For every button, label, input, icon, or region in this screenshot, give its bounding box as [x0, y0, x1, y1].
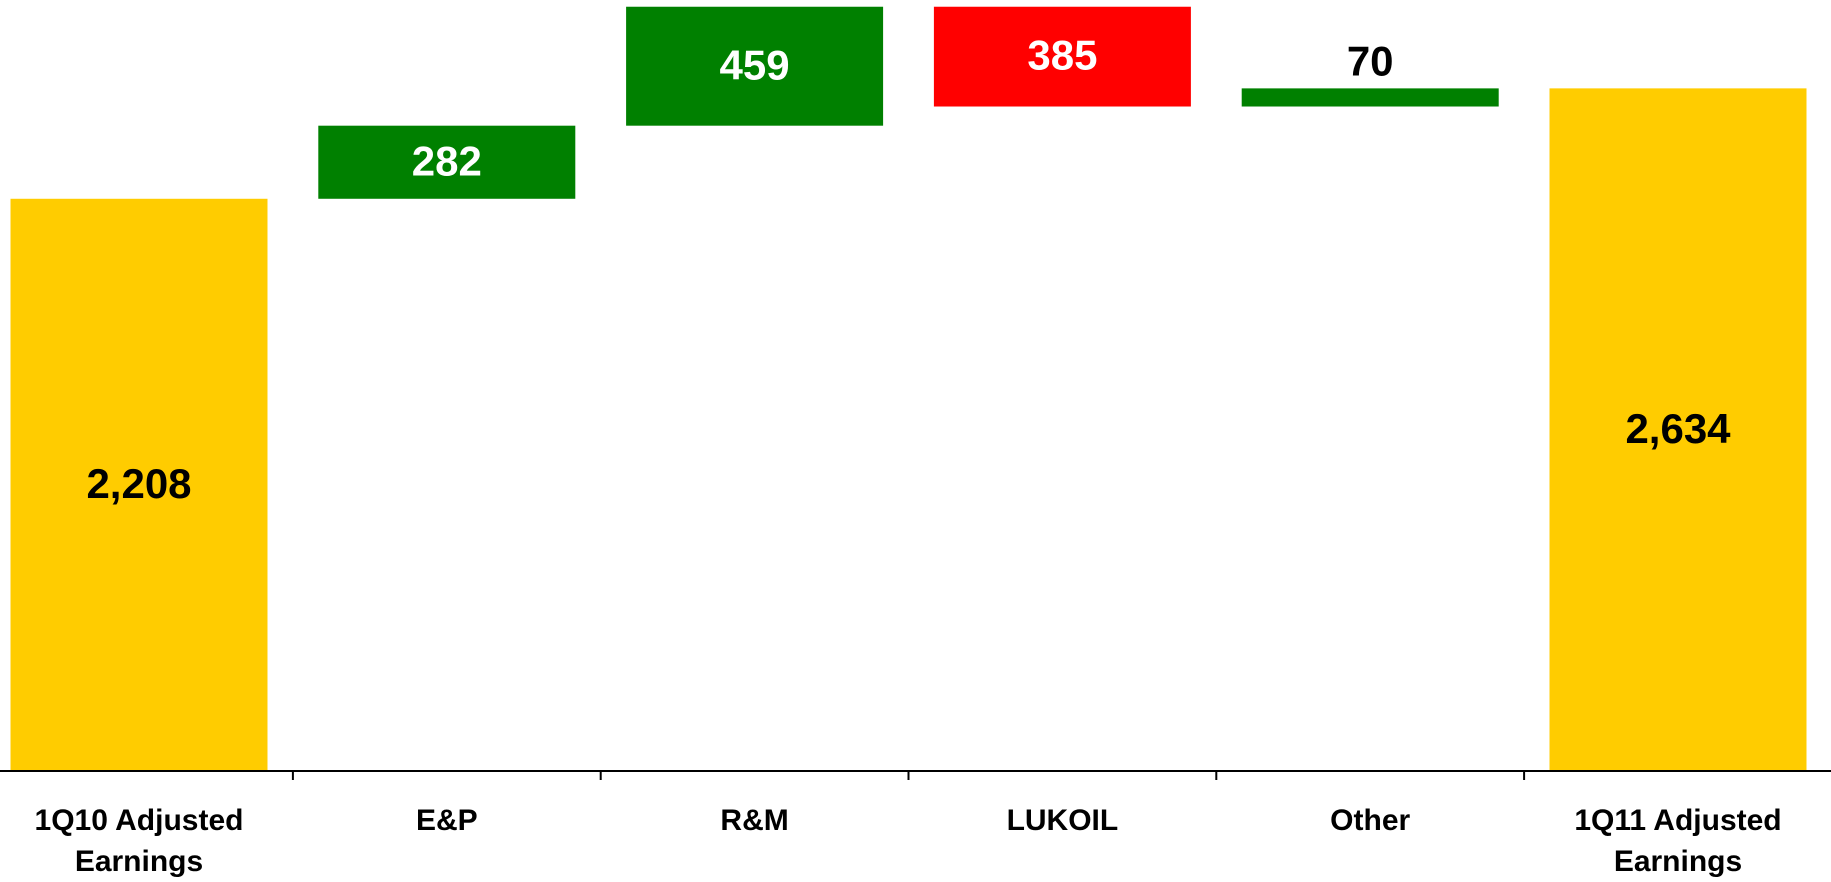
- x-tick-label: Other: [1330, 804, 1411, 837]
- value-label: 2,208: [86, 460, 191, 507]
- value-label: 282: [412, 137, 482, 184]
- bar: [933, 6, 1191, 107]
- x-tick-label: E&P: [415, 804, 478, 837]
- x-tick-label: 1Q11 Adjusted Earnings: [1574, 804, 1782, 878]
- x-tick-label: R&M: [720, 804, 789, 837]
- value-label: 459: [720, 41, 790, 88]
- bar: [626, 6, 884, 126]
- bar: [10, 198, 268, 772]
- bar: [1549, 88, 1807, 772]
- bar: [318, 125, 576, 199]
- x-tick-label: 1Q10 Adjusted Earnings: [34, 804, 244, 878]
- value-label: 2,634: [1625, 405, 1731, 452]
- value-label: 70: [1347, 37, 1394, 84]
- x-tick-label: LUKOIL: [1006, 804, 1119, 837]
- bar: [1241, 88, 1499, 107]
- value-label: 385: [1027, 32, 1097, 79]
